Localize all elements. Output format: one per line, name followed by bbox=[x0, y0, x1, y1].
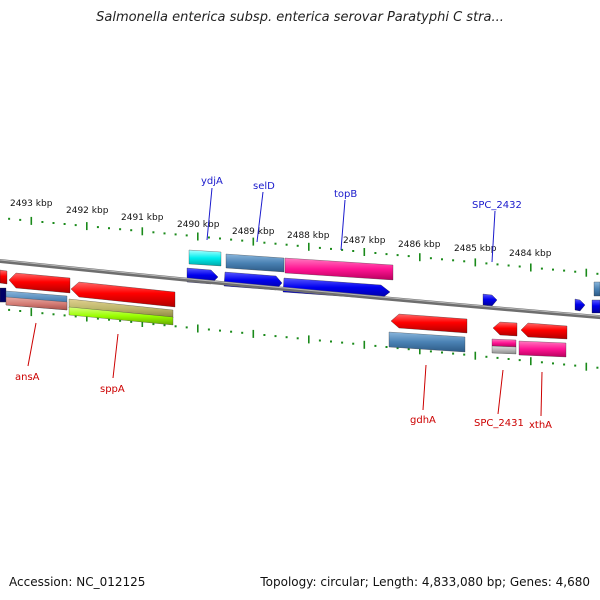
map-title: Salmonella enterica subsp. enterica sero… bbox=[96, 10, 504, 25]
accession-text: Accession: NC_012125 bbox=[9, 575, 146, 589]
kbp-label-group: 2493 kbp 2492 kbp 2491 kbp 2490 kbp 2489… bbox=[10, 199, 552, 259]
cds-arrow-gdhA[interactable] bbox=[390, 313, 468, 334]
kbp-label: 2490 kbp bbox=[177, 220, 220, 230]
kbp-label: 2493 kbp bbox=[10, 199, 53, 209]
feature-SPC_2431-cog[interactable] bbox=[491, 338, 517, 348]
gene-label-SPC_2432[interactable]: SPC_2432 bbox=[472, 200, 522, 211]
cds-arrow-SPC_2432[interactable] bbox=[482, 293, 498, 307]
gene-label-selD[interactable]: selD bbox=[253, 181, 275, 192]
genome-backbone bbox=[0, 259, 600, 320]
kbp-label: 2491 kbp bbox=[121, 213, 164, 223]
genome-summary-text: Topology: circular; Length: 4,833,080 bp… bbox=[260, 575, 590, 589]
gene-label-SPC_2431[interactable]: SPC_2431 bbox=[474, 418, 524, 429]
tick-ring-outer bbox=[8, 216, 599, 277]
feature-xthA-cog[interactable] bbox=[518, 340, 567, 358]
feature-topB-cog[interactable] bbox=[284, 257, 394, 281]
feature-SPC_2431-cog-grey[interactable] bbox=[491, 345, 517, 355]
kbp-label: 2485 kbp bbox=[454, 244, 497, 254]
feature-selD-cog[interactable] bbox=[225, 253, 285, 273]
cds-arrow-xthA[interactable] bbox=[520, 322, 568, 340]
feature-ydjA-cog[interactable] bbox=[188, 249, 222, 267]
feature-sppA-cog-lime[interactable] bbox=[68, 306, 174, 326]
cds-arrow-right-edge[interactable] bbox=[591, 299, 600, 314]
feature-left-blue-cog[interactable] bbox=[0, 287, 7, 303]
kbp-label: 2486 kbp bbox=[398, 240, 441, 250]
gene-label-ydjA[interactable]: ydjA bbox=[201, 176, 223, 187]
genome-backbone-highlight bbox=[0, 259, 600, 317]
reverse-cds-arrows bbox=[0, 269, 568, 340]
gene-label-gdhA[interactable]: gdhA bbox=[410, 415, 436, 426]
forward-cog-features bbox=[188, 249, 600, 297]
cds-arrow-SPC_2431[interactable] bbox=[492, 321, 518, 337]
gene-label-sppA[interactable]: sppA bbox=[100, 384, 125, 395]
cds-arrow-small-right[interactable] bbox=[574, 298, 586, 312]
cds-arrow-ansA[interactable] bbox=[8, 272, 71, 294]
kbp-label: 2489 kbp bbox=[232, 227, 275, 237]
forward-gene-leaders bbox=[206, 187, 496, 263]
cds-arrow-left-red[interactable] bbox=[0, 269, 8, 285]
feature-ansA-cog-tint[interactable] bbox=[5, 296, 68, 311]
kbp-label: 2492 kbp bbox=[66, 206, 109, 216]
reverse-cog-features bbox=[0, 287, 567, 358]
gene-label-xthA[interactable]: xthA bbox=[529, 420, 552, 431]
feature-gdhA-cog[interactable] bbox=[388, 331, 466, 353]
gene-label-topB[interactable]: topB bbox=[334, 189, 357, 200]
kbp-label: 2484 kbp bbox=[509, 249, 552, 259]
cds-arrow-sppA[interactable] bbox=[70, 281, 176, 308]
kbp-label: 2488 kbp bbox=[287, 231, 330, 241]
gene-label-ansA[interactable]: ansA bbox=[15, 372, 40, 383]
feature-right-edge-cog[interactable] bbox=[593, 281, 600, 297]
kbp-label: 2487 kbp bbox=[343, 236, 386, 246]
tick-ring-inner bbox=[8, 308, 599, 371]
reverse-gene-leaders bbox=[27, 322, 543, 417]
